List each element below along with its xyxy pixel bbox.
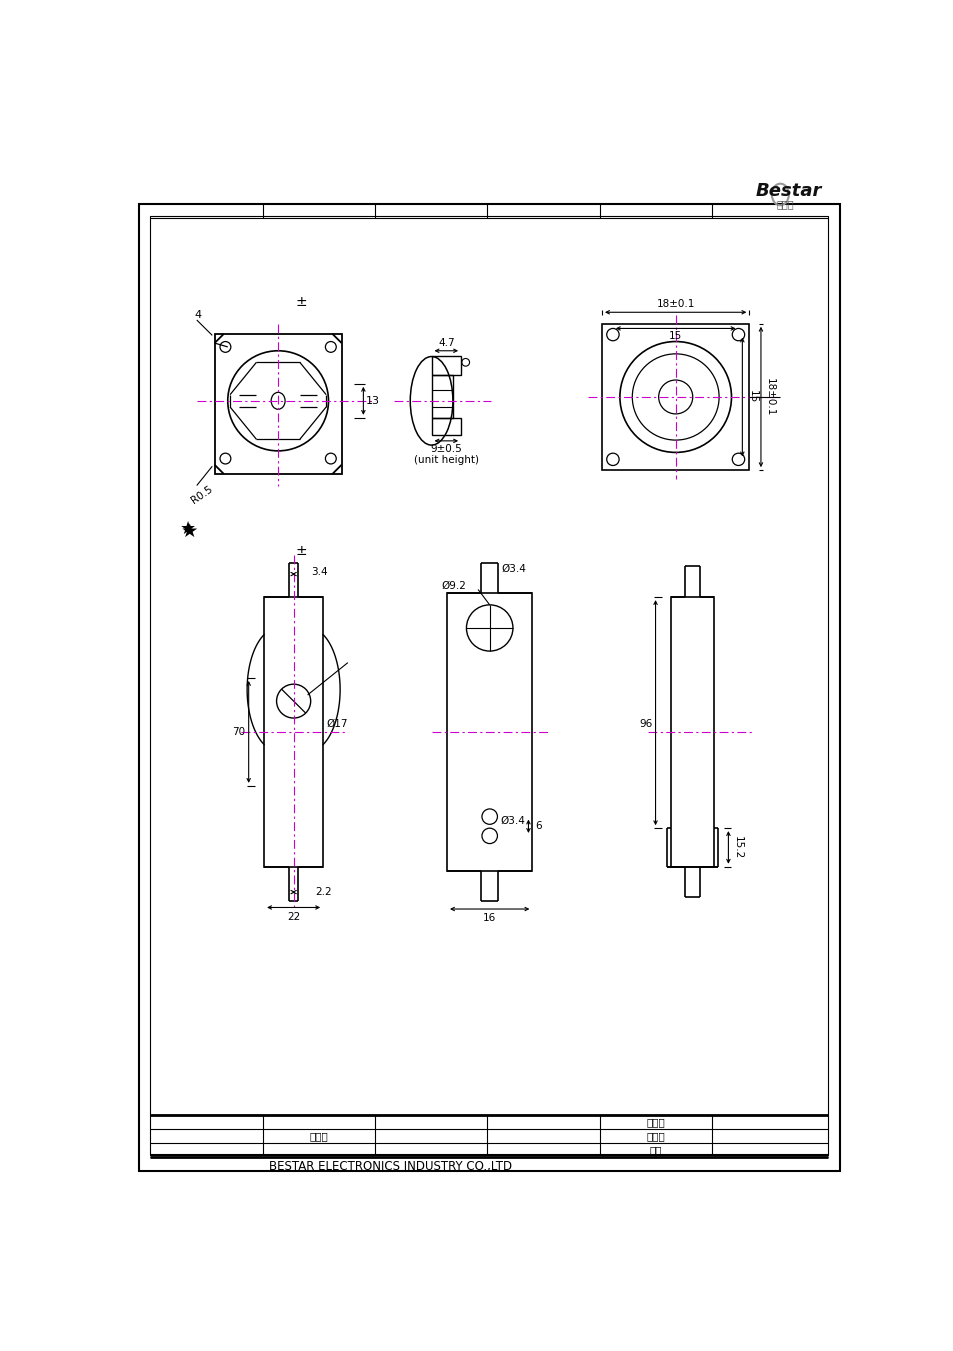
Text: 18±0.1: 18±0.1 [656, 299, 694, 309]
Bar [431, 417, 460, 435]
Text: BESTAR ELECTRONICS INDUSTRY CO.,LTD: BESTAR ELECTRONICS INDUSTRY CO.,LTD [269, 1159, 512, 1173]
Bar [431, 376, 453, 417]
Text: Ø3.4: Ø3.4 [500, 563, 526, 574]
Text: ★: ★ [180, 523, 197, 542]
Bar [447, 593, 532, 870]
Text: Bestar: Bestar [755, 182, 821, 200]
Text: 96: 96 [639, 719, 652, 730]
Text: 22: 22 [287, 912, 300, 921]
Text: 18±0.1: 18±0.1 [764, 378, 775, 416]
Text: 6: 6 [535, 821, 541, 831]
Text: 4: 4 [193, 309, 201, 320]
Bar [601, 324, 748, 470]
Text: R0.5: R0.5 [190, 484, 214, 505]
Text: ±: ± [295, 544, 307, 558]
Bar [214, 334, 341, 474]
Bar [264, 597, 323, 867]
Text: 博士达: 博士达 [776, 200, 794, 209]
Text: 15: 15 [668, 331, 681, 342]
Text: Ø3.4: Ø3.4 [500, 816, 525, 825]
Text: 2.2: 2.2 [315, 888, 332, 897]
Text: Ø17: Ø17 [326, 719, 347, 730]
Text: 70: 70 [232, 727, 245, 736]
Text: 15.2: 15.2 [732, 836, 742, 859]
Text: ±: ± [295, 296, 307, 309]
Text: 16: 16 [482, 913, 496, 923]
Bar [670, 597, 714, 867]
Text: 13: 13 [365, 396, 379, 405]
Text: 程久生: 程久生 [645, 1131, 664, 1142]
Text: 郭敏: 郭敏 [649, 1146, 661, 1155]
Text: 王文邦: 王文邦 [309, 1131, 328, 1142]
Text: ★: ★ [179, 520, 195, 538]
Text: 王文邦: 王文邦 [645, 1117, 664, 1127]
Text: (unit height): (unit height) [414, 455, 478, 465]
Text: 15: 15 [747, 390, 758, 404]
Text: 3.4: 3.4 [311, 567, 327, 577]
Text: 9±0.5: 9±0.5 [430, 444, 461, 454]
Text: Ø9.2: Ø9.2 [441, 581, 466, 590]
Text: 4.7: 4.7 [437, 338, 455, 349]
Bar [431, 357, 460, 376]
